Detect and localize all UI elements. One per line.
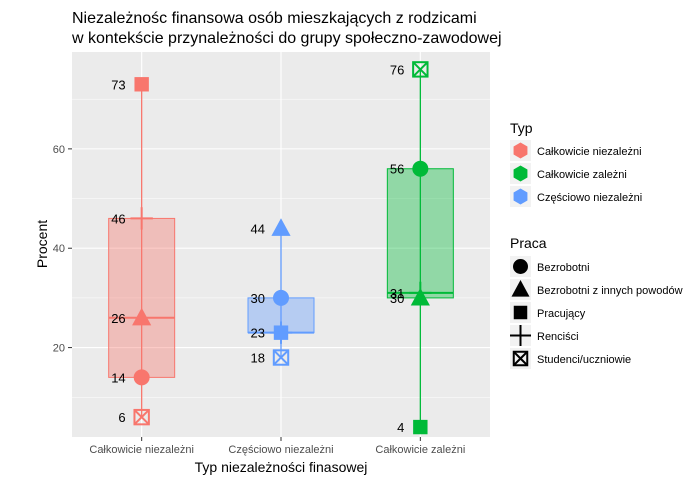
legend-typ-label: Częściowo niezależni	[537, 192, 642, 204]
legend-praca-symbol	[512, 350, 529, 367]
x-tick-label: Całkowicie niezależni	[89, 444, 194, 456]
data-point	[269, 321, 293, 344]
data-label: 46	[111, 211, 125, 226]
data-label: 56	[390, 162, 404, 177]
axes: 20 40 60 Całkowicie niezależni Częściowo nie…	[53, 144, 466, 456]
data-point	[132, 307, 152, 326]
data-label: 76	[390, 62, 404, 77]
data-point	[134, 77, 149, 92]
data-label: 44	[251, 221, 265, 236]
box-body	[108, 217, 176, 378]
legend-praca-label: Studenci/uczniowie	[537, 354, 631, 366]
box-body	[386, 168, 454, 299]
legend-praca-symbol	[513, 259, 528, 274]
data-point-box	[133, 408, 150, 426]
data-point	[130, 207, 153, 230]
y-tick-label: 60	[53, 144, 65, 156]
legend-praca-symbol	[511, 280, 530, 297]
legend-praca-symbol-box	[512, 350, 529, 367]
legend-praca-label: Bezrobotni	[537, 262, 590, 274]
legend-praca-label: Bezrobotni z innych powodów	[537, 285, 683, 297]
data-label: 30	[251, 291, 265, 306]
data-point	[412, 160, 429, 177]
legend-praca-label: Renciści	[537, 331, 579, 343]
data-label: 31	[390, 286, 404, 301]
data-point-box	[412, 61, 429, 78]
data-label: 18	[251, 351, 265, 366]
x-axis-label: Typ niezależności finasowej	[195, 459, 368, 475]
legend-praca-title: Praca	[510, 235, 547, 251]
x-tick-label: Częściowo niezależni	[228, 444, 333, 456]
x-tick-label: Całkowicie zależni	[375, 444, 465, 456]
legend-typ-label: Całkowicie zależni	[537, 169, 627, 181]
chart-title-line-2: w kontekście przynależności do grupy spo…	[71, 30, 502, 47]
legend-praca-symbol	[510, 325, 531, 346]
chart-title-line-1: Niezależnośc finansowa osób mieszkającyc…	[72, 10, 477, 27]
legend-typ: Typ Całkowicie niezależni Całkowicie zale…	[510, 120, 642, 207]
y-tick-label: 20	[53, 343, 65, 355]
legend-praca: Praca Bezrobotni Bezrobotni z innych powo…	[510, 235, 683, 369]
data-point-d2	[133, 409, 150, 426]
data-point	[273, 289, 289, 306]
data-point	[133, 408, 150, 426]
y-tick-label: 40	[53, 243, 65, 255]
legend-typ-label: Całkowicie niezależni	[537, 146, 642, 158]
data-point	[410, 287, 430, 306]
legend-praca-symbol-d2	[513, 351, 528, 366]
points	[130, 61, 432, 435]
data-label: 23	[251, 326, 265, 341]
data-label: 73	[111, 77, 125, 92]
data-label: 30	[390, 291, 404, 306]
boxes	[108, 69, 454, 428]
data-point-d2	[412, 61, 429, 78]
legend-praca-symbol	[513, 305, 528, 320]
y-axis-label: Procent	[34, 220, 50, 268]
legend-praca-label: Pracujący	[537, 308, 586, 320]
legend-typ-swatch	[513, 188, 528, 205]
legend-typ-swatch	[513, 165, 528, 182]
data-point	[272, 349, 290, 366]
legend-typ-swatch	[513, 142, 528, 159]
data-point-box	[272, 349, 290, 366]
data-label: 14	[111, 370, 125, 385]
data-point	[412, 61, 429, 78]
data-label: 26	[111, 311, 125, 326]
legend-typ-title: Typ	[510, 120, 533, 136]
data-label: 4	[397, 420, 404, 435]
data-point	[133, 369, 150, 386]
data-point	[271, 218, 291, 236]
data-point	[413, 419, 428, 435]
data-point-d2	[273, 349, 289, 366]
data-label: 6	[118, 410, 125, 425]
